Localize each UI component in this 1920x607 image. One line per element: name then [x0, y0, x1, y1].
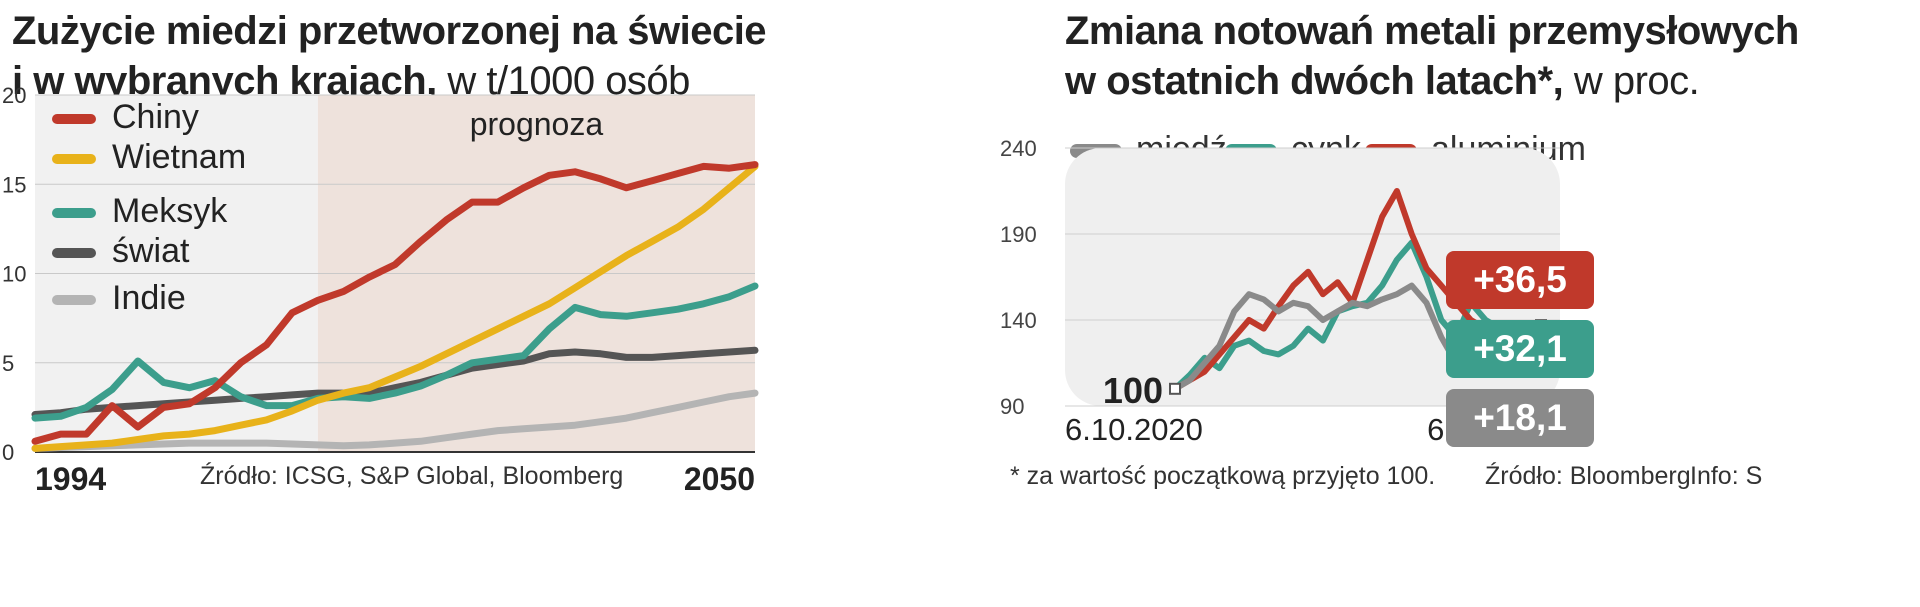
y-tick-label: 190	[1000, 222, 1037, 247]
legend-label-indie: Indie	[112, 279, 186, 317]
legend-swatch-wietnam	[52, 154, 96, 165]
legend-label-chiny: Chiny	[112, 98, 199, 136]
y-tick-label: 0	[2, 440, 14, 465]
legend-swatch-swiat	[52, 248, 96, 259]
legend-item-chiny: Chiny	[52, 98, 199, 137]
right-info: Info: S	[1690, 462, 1763, 490]
legend-swatch-chiny	[52, 114, 96, 125]
x-end-label: 2050	[684, 461, 755, 497]
badge-aluminium: +36,5	[1446, 251, 1594, 309]
legend-item-swiat: świat	[52, 232, 189, 271]
legend-item-wietnam: Wietnam	[52, 138, 246, 177]
right-title-line1: Zmiana notowań metali przemysłowych	[1065, 9, 1799, 53]
x-start-label: 1994	[35, 461, 106, 497]
right-title-unit: w proc.	[1563, 59, 1700, 103]
x-start-label: 6.10.2020	[1065, 412, 1203, 447]
right-title-line2: w ostatnich dwóch latach*,	[1065, 59, 1564, 103]
series-line-swiat	[31, 346, 759, 418]
series-line-wietnam	[31, 162, 759, 452]
right-chart-panel: Zmiana notowań metali przemysłowych w os…	[1000, 0, 1920, 607]
right-footnote: * za wartość początkową przyjęto 100.	[1010, 462, 1436, 490]
left-source: Źródło: ICSG, S&P Global, Bloomberg	[200, 462, 624, 490]
y-tick-label: 240	[1000, 136, 1037, 161]
legend-label-wietnam: Wietnam	[112, 138, 247, 176]
y-tick-label: 20	[2, 83, 26, 108]
left-chart-plot: 0 5 10 15 20 prognoza 1994 2050	[2, 83, 759, 497]
legend-item-meksyk: Meksyk	[52, 192, 227, 231]
series-line-meksyk	[31, 282, 759, 422]
series-line-indie	[31, 389, 759, 452]
legend-swatch-meksyk	[52, 208, 96, 219]
badge-miedz: +18,1	[1446, 389, 1594, 447]
right-chart-title: Zmiana notowań metali przemysłowych w os…	[1065, 6, 1799, 106]
start-marker	[1169, 382, 1181, 395]
left-chart-panel: Zużycie miedzi przetworzonej na świecie …	[2, 6, 767, 497]
series-line-chiny	[31, 161, 759, 445]
legend-swatch-indie	[52, 295, 96, 306]
y-tick-label: 140	[1000, 308, 1037, 333]
left-title-line1: Zużycie miedzi przetworzonej na świecie	[12, 9, 767, 53]
right-source: Źródło: Bloomberg	[1485, 462, 1691, 490]
y-tick-label: 10	[2, 262, 26, 287]
y-tick-label: 90	[1000, 394, 1024, 419]
legend-label-swiat: świat	[112, 232, 190, 270]
legend-item-indie: Indie	[52, 279, 186, 318]
forecast-label: prognoza	[470, 106, 604, 142]
legend-label-meksyk: Meksyk	[112, 192, 228, 230]
start-value-label: 100	[1103, 370, 1163, 411]
y-tick-label: 5	[2, 351, 14, 376]
left-chart-title: Zużycie miedzi przetworzonej na świecie …	[12, 6, 767, 106]
badge-cynk: +32,1	[1446, 320, 1594, 378]
y-tick-label: 15	[2, 172, 26, 197]
